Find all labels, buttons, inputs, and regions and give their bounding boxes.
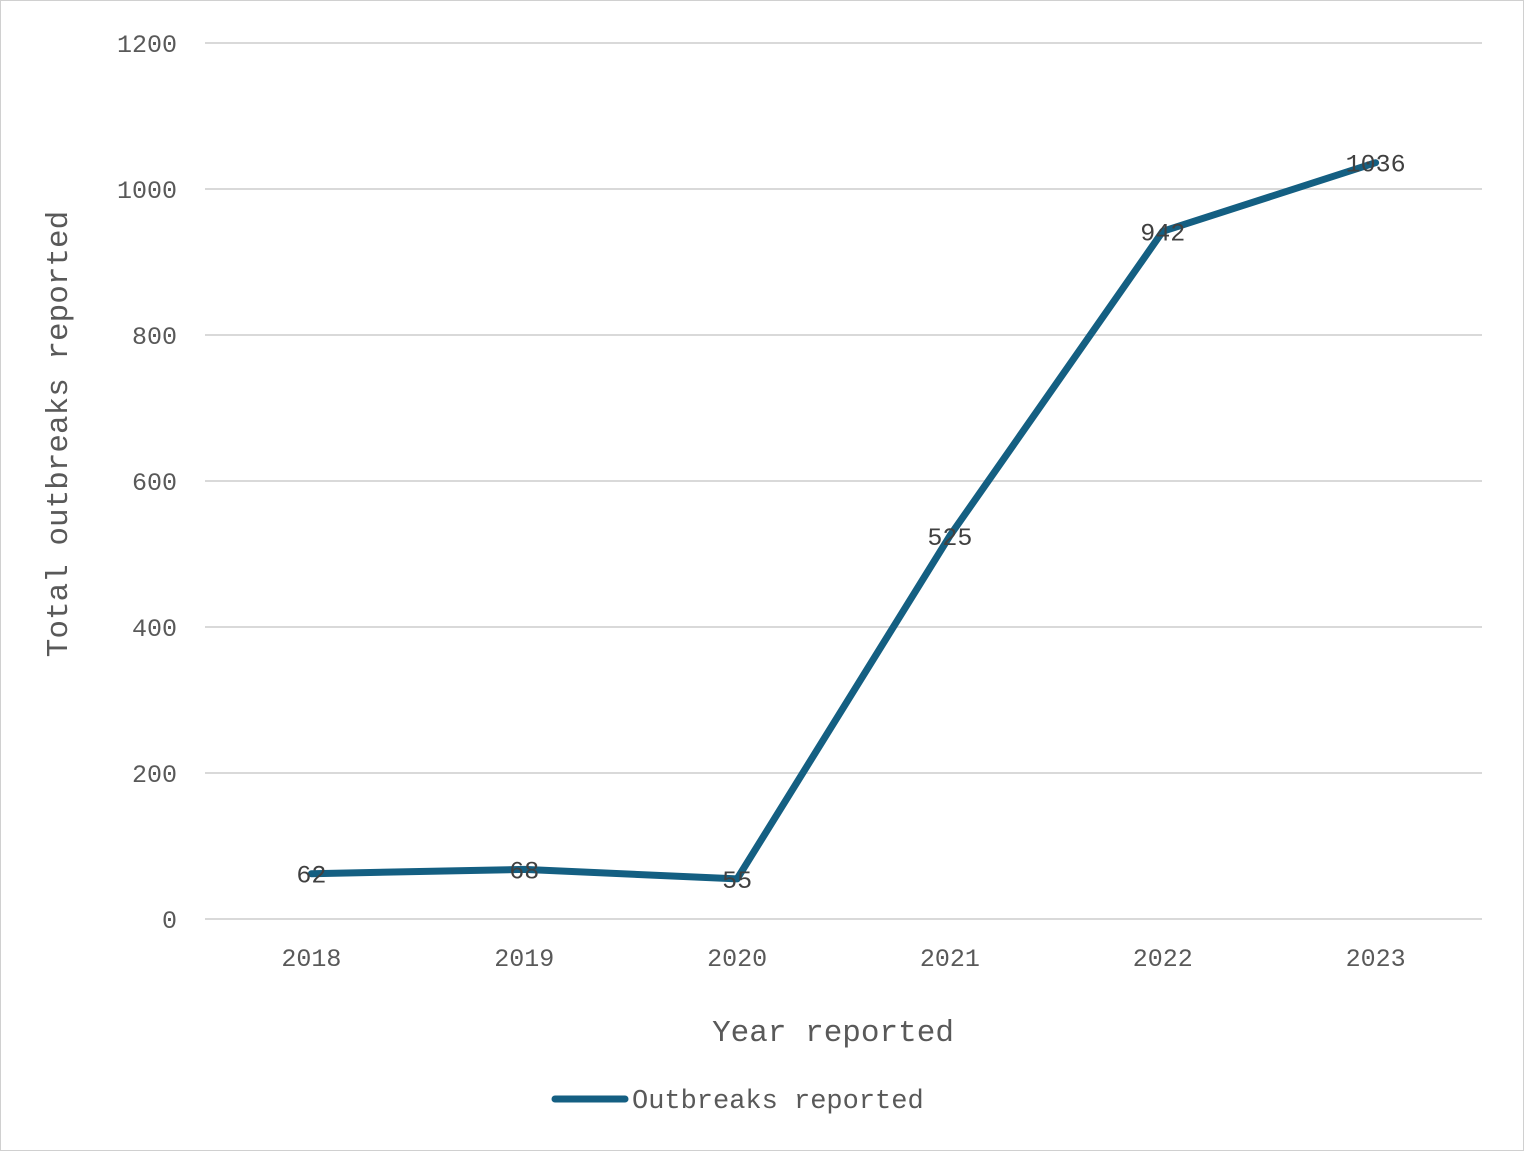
data-label: 525 [927, 524, 972, 553]
data-label: 55 [722, 867, 752, 896]
x-tick-label: 2022 [1133, 945, 1193, 974]
gridlines [205, 43, 1482, 919]
x-axis-title: Year reported [712, 1016, 954, 1051]
x-tick-label: 2019 [494, 945, 554, 974]
y-tick-label: 0 [162, 907, 177, 936]
data-label: 942 [1140, 219, 1185, 248]
y-tick-label: 1000 [117, 177, 177, 206]
series-line [311, 163, 1375, 879]
x-tick-label: 2023 [1346, 945, 1406, 974]
y-tick-label: 400 [132, 615, 177, 644]
series-outbreaks [311, 163, 1375, 879]
y-tick-label: 1200 [117, 31, 177, 60]
x-tick-label: 2020 [707, 945, 767, 974]
legend-label: Outbreaks reported [632, 1087, 924, 1117]
y-axis-title: Total outbreaks reported [42, 211, 77, 657]
y-axis-ticks: 0 200 400 600 800 1000 1200 [117, 31, 177, 936]
data-label: 62 [296, 862, 326, 891]
y-tick-label: 600 [132, 469, 177, 498]
data-label: 68 [509, 857, 539, 886]
data-labels: 62 68 55 525 942 1036 [296, 151, 1405, 896]
x-tick-label: 2018 [281, 945, 341, 974]
data-label: 1036 [1346, 151, 1406, 180]
legend: Outbreaks reported [555, 1087, 924, 1117]
x-tick-label: 2021 [920, 945, 980, 974]
x-axis-ticks: 2018 2019 2020 2021 2022 2023 [281, 945, 1405, 974]
y-tick-label: 800 [132, 323, 177, 352]
y-tick-label: 200 [132, 761, 177, 790]
